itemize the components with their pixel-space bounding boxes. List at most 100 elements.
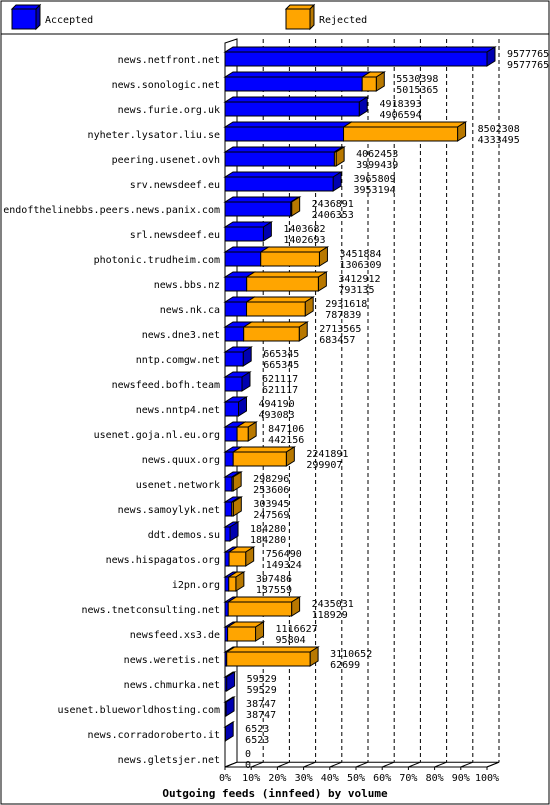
bar-rejected-news-weretis-net [224,646,320,667]
bar-accepted-ddt-demos-su [223,521,240,542]
value-offered-news-chmurka-net: 59529 [247,674,277,685]
bar-rejected-usenet-network-front [231,476,234,492]
bar-rejected-i2pn-org [227,571,246,592]
bar-accepted-news-furie-org-uk-front [224,101,360,117]
value-accepted-photonic-trudheim-com: 1306309 [339,260,381,271]
x-tick-label-30: 30% [295,773,313,784]
value-offered-news-dne3-net: 2713565 [319,324,361,335]
value-accepted-news-bbs-nz: 793135 [338,285,374,296]
bar-accepted-srv-newsdeef-eu-front [224,176,334,192]
bar-accepted-news-nntp4-net [223,396,249,417]
value-accepted-usenet-blueworldhosting-com: 38747 [246,710,276,721]
value-offered-news-sonologic-net: 5530398 [396,74,438,85]
value-offered-news-quux-org: 2241891 [306,449,348,460]
bar-rejected-usenet-network [230,471,243,492]
bar-rejected-photonic-trudheim-com [258,246,330,267]
value-offered-usenet-goja-nl-eu-org: 847106 [268,424,304,435]
value-offered-srl-newsdeef-eu: 1403682 [283,224,325,235]
floor-gridline [408,761,421,768]
legend-swatch-accepted [10,3,42,31]
value-offered-endofthelinebbs-peers-news-panix-com: 2436891 [312,199,354,210]
bar-rejected-news-nk-ca-front [246,301,306,317]
value-accepted-i2pn-org: 137559 [256,585,292,596]
x-tick-label-80: 80% [426,773,444,784]
value-offered-nntp-comgw-net: 665345 [263,349,299,360]
bar-accepted-news-chmurka-net [223,671,237,692]
x-tick-label-40: 40% [321,773,339,784]
bar-accepted-peering-usenet-ovh-front [224,151,335,167]
bar-accepted-i2pn-org-front [224,576,230,592]
x-tick-label-100: 100% [475,773,499,784]
floor-gridline [224,761,238,768]
bar-accepted-news-quux-org-front [224,451,234,467]
category-label-news-nk-ca: news.nk.ca [160,305,220,316]
category-label-news-sonologic-net: news.sonologic.net [112,80,220,91]
value-accepted-srl-newsdeef-eu: 1402693 [283,235,325,246]
category-label-news-tnetconsulting-net: news.tnetconsulting.net [82,605,220,616]
bar-rejected-endofthelinebbs-peers-news-panix-com [289,196,302,217]
bar-accepted-endofthelinebbs-peers-news-panix-com [223,196,301,217]
category-label-news-weretis-net: news.weretis.net [124,655,220,666]
bar-rejected-news-dne3-net-top [241,321,309,328]
bar-rejected-news-bbs-nz-front [246,276,319,292]
value-offered-news-hispagatos-org: 756490 [266,549,302,560]
value-accepted-news-furie-org-uk: 4906594 [380,110,422,121]
category-label-news-corradoroberto-it: news.corradoroberto.it [88,730,220,741]
floor-gridline [329,761,342,768]
bar-accepted-usenet-network-front [224,476,233,492]
floor-gridline [486,761,500,768]
category-label-news-netfront-net: news.netfront.net [118,55,220,66]
value-offered-newsfeed-xs3-de: 1116627 [276,624,318,635]
value-offered-news-weretis-net: 3110652 [330,649,372,660]
x-tick-label-50: 50% [347,773,365,784]
bar-rejected-usenet-goja-nl-eu-org [235,421,258,442]
legend-swatch-rejected [284,3,316,31]
value-offered-nyheter-lysator-liu-se: 8502308 [478,124,520,135]
floor-gridline [251,761,264,768]
category-label-news-samoylyk-net: news.samoylyk.net [118,505,220,516]
bar-accepted-news-sonologic-net [223,71,372,92]
category-label-srl-newsdeef-eu: srl.newsdeef.eu [130,230,220,241]
legend: Accepted Rejected [10,3,367,31]
bar-rejected-photonic-trudheim-com-front [260,251,320,267]
bar-rejected-news-nk-ca-top [244,296,315,303]
bar-rejected-endofthelinebbs-peers-news-panix-com-front [290,201,293,217]
value-accepted-news-netfront-net: 9577765 [507,60,549,71]
bar-accepted-srv-newsdeef-eu-top [223,171,343,178]
x-tick-label-0: 0% [219,773,231,784]
bar-accepted-ddt-demos-su-front [224,526,231,542]
bar-rejected-news-samoylyk-net-front [231,501,234,517]
bar-accepted-news-nntp4-net-front [224,401,239,417]
value-accepted-news-quux-org: 299907 [306,460,342,471]
bar-rejected-news-hispagatos-org-front [228,551,247,567]
value-accepted-peering-usenet-ovh: 3999439 [356,160,398,171]
value-offered-ddt-demos-su: 184280 [250,524,286,535]
floor-gridline [303,761,316,768]
value-offered-news-bbs-nz: 3412912 [338,274,380,285]
value-accepted-news-nntp4-net: 493083 [259,410,295,421]
value-accepted-newsfeed-bofh-team: 621117 [262,385,298,396]
category-label-news-furie-org-uk: news.furie.org.uk [118,105,220,116]
category-label-usenet-network: usenet.network [136,480,220,491]
bar-rejected-newsfeed-xs3-de [225,621,266,642]
category-label-photonic-trudheim-com: photonic.trudheim.com [94,255,220,266]
x-tick-label-10: 10% [242,773,260,784]
floor-gridline [382,761,395,768]
value-accepted-newsfeed-xs3-de: 95804 [276,635,306,646]
bar-accepted-endofthelinebbs-peers-news-panix-com-front [224,201,292,217]
category-labels: news.netfront.net news.sonologic.net news.… [3,55,220,766]
bar-accepted-news-dne3-net-front [224,326,245,342]
bar-accepted-nntp-comgw-net-front [224,351,244,367]
value-accepted-news-samoylyk-net: 247569 [253,510,289,521]
bar-rejected-nyheter-lysator-liu-se-top [341,121,468,128]
category-label-news-hispagatos-org: news.hispagatos.org [106,555,220,566]
bar-rejected-news-tnetconsulting-net-top [226,596,302,603]
bar-rejected-news-weretis-net-top [224,646,320,653]
value-accepted-news-chmurka-net: 59529 [247,685,277,696]
value-accepted-nyheter-lysator-liu-se: 4333495 [478,135,520,146]
bar-accepted-newsfeed-bofh-team-front [224,376,243,392]
bar-rejected-nyheter-lysator-liu-se-front [343,126,459,142]
bar-accepted-news-netfront-net-top [223,46,497,53]
category-label-news-quux-org: news.quux.org [142,455,220,466]
